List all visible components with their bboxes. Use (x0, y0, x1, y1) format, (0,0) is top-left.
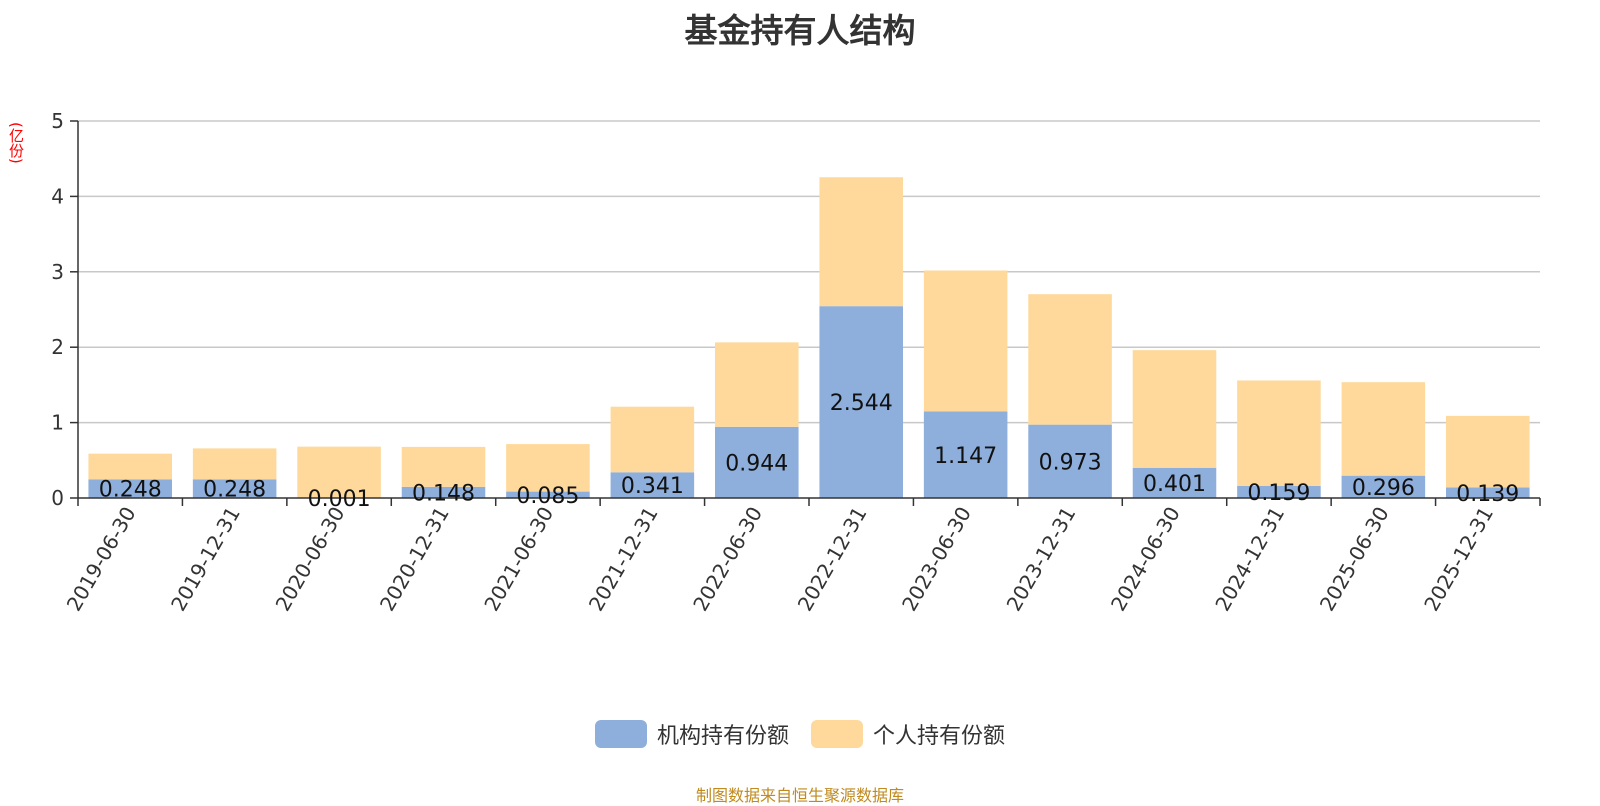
data-label-institution: 0.973 (1039, 450, 1102, 475)
x-tick-label: 2021-12-31 (584, 503, 663, 616)
data-label-institution: 0.001 (308, 487, 371, 512)
bar-individual[interactable] (193, 448, 277, 479)
legend-label-individual: 个人持有份额 (873, 718, 1005, 750)
bar-individual[interactable] (611, 407, 695, 473)
legend-item-institution[interactable]: 机构持有份额 (595, 718, 789, 750)
x-tick-label: 2019-12-31 (166, 503, 245, 616)
legend-item-individual[interactable]: 个人持有份额 (811, 718, 1005, 750)
y-tick-label: 4 (51, 184, 64, 208)
data-label-institution: 0.341 (621, 474, 684, 499)
bar-individual[interactable] (819, 177, 903, 306)
x-tick-label: 2023-06-30 (897, 502, 976, 615)
data-label-institution: 0.296 (1352, 476, 1415, 501)
data-label-institution: 0.944 (725, 451, 788, 476)
data-label-institution: 1.147 (934, 444, 997, 469)
x-tick-label: 2022-12-31 (793, 503, 872, 616)
data-label-institution: 0.148 (412, 481, 475, 506)
x-tick-label: 2024-12-31 (1210, 503, 1289, 616)
x-tick-label: 2022-06-30 (688, 503, 767, 616)
data-label-institution: 0.159 (1247, 481, 1310, 506)
data-label-institution: 0.248 (99, 478, 162, 503)
y-tick-label: 3 (51, 260, 64, 284)
legend: 机构持有份额 个人持有份额 (0, 718, 1600, 750)
bar-individual[interactable] (1446, 416, 1530, 488)
data-label-institution: 0.248 (203, 478, 266, 503)
bar-individual[interactable] (1237, 380, 1321, 486)
data-label-institution: 0.139 (1456, 482, 1519, 507)
legend-swatch-individual (811, 720, 863, 748)
y-tick-label: 5 (51, 109, 64, 133)
x-tick-label: 2025-12-31 (1419, 503, 1498, 616)
legend-label-institution: 机构持有份额 (657, 718, 789, 750)
y-tick-label: 0 (51, 486, 64, 510)
bars (88, 177, 1529, 498)
data-label-institution: 2.544 (830, 391, 893, 416)
bar-individual[interactable] (1342, 382, 1426, 475)
legend-swatch-institution (595, 720, 647, 748)
data-label-institution: 0.401 (1143, 472, 1206, 497)
x-tick-label: 2020-06-30 (270, 503, 349, 616)
x-tick-label: 2025-06-30 (1315, 503, 1394, 616)
bar-individual[interactable] (1133, 350, 1217, 468)
bar-individual[interactable] (88, 454, 172, 480)
x-tick-label: 2019-06-30 (62, 503, 141, 616)
y-tick-label: 2 (51, 335, 64, 359)
x-tick-label: 2023-12-31 (1001, 503, 1080, 616)
bar-individual[interactable] (715, 342, 799, 426)
data-label-institution: 0.085 (516, 484, 579, 509)
gridlines (78, 121, 1540, 423)
bar-individual[interactable] (924, 271, 1008, 412)
bar-individual[interactable] (1028, 294, 1112, 424)
x-tick-label: 2021-06-30 (479, 503, 558, 616)
x-tick-label: 2024-06-30 (1106, 503, 1185, 616)
y-tick-label: 1 (51, 411, 64, 435)
x-tick-label: 2020-12-31 (375, 503, 454, 616)
source-note: 制图数据来自恒生聚源数据库 (0, 782, 1600, 806)
